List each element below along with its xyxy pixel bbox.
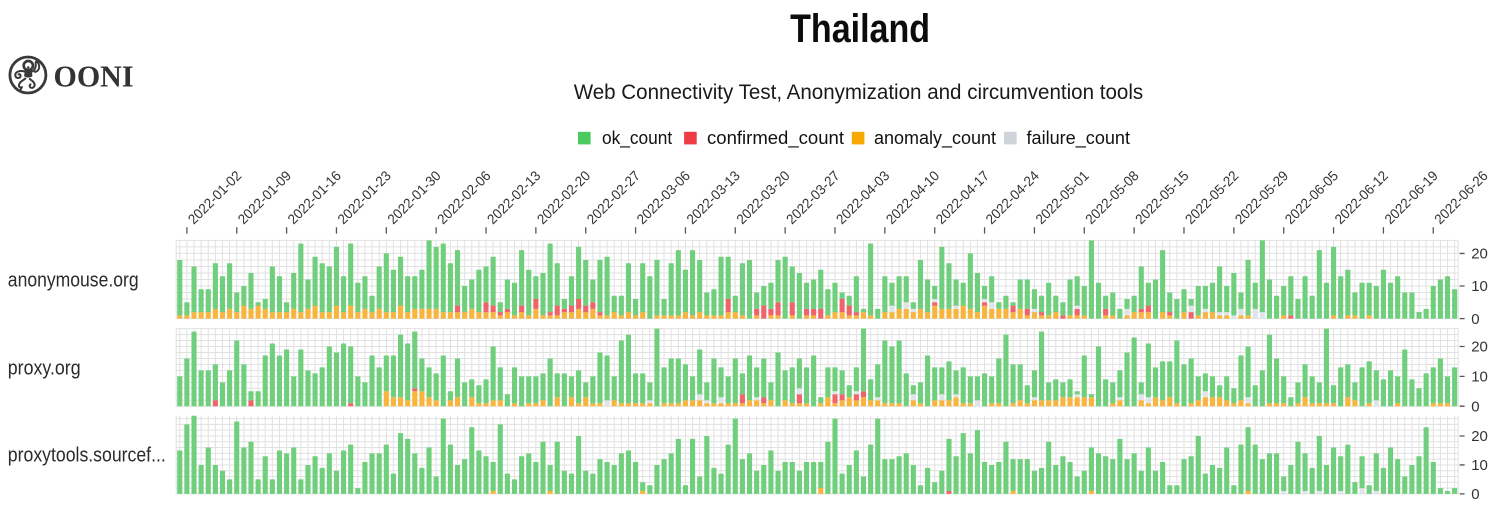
svg-text:failure_count: failure_count: [1027, 128, 1131, 149]
svg-text:anonymouse.org: anonymouse.org: [8, 270, 139, 292]
svg-text:proxytools.sourcef...: proxytools.sourcef...: [8, 444, 166, 466]
svg-text:20: 20: [1471, 428, 1488, 445]
svg-text:10: 10: [1471, 457, 1488, 474]
svg-text:10: 10: [1471, 369, 1488, 386]
svg-text:20: 20: [1471, 339, 1488, 356]
svg-text:Web Connectivity Test, Anonymi: Web Connectivity Test, Anonymization and…: [574, 80, 1143, 104]
svg-text:ok_count: ok_count: [602, 128, 672, 149]
svg-text:0: 0: [1471, 398, 1479, 415]
svg-text:0: 0: [1471, 486, 1479, 503]
svg-text:20: 20: [1471, 246, 1488, 263]
svg-text:10: 10: [1471, 278, 1488, 295]
svg-text:confirmed_count: confirmed_count: [707, 128, 844, 149]
svg-text:OONI: OONI: [54, 59, 134, 93]
svg-text:anomaly_count: anomaly_count: [874, 128, 996, 149]
svg-text:Thailand: Thailand: [790, 7, 930, 51]
svg-text:0: 0: [1471, 311, 1479, 328]
svg-text:proxy.org: proxy.org: [8, 358, 81, 380]
